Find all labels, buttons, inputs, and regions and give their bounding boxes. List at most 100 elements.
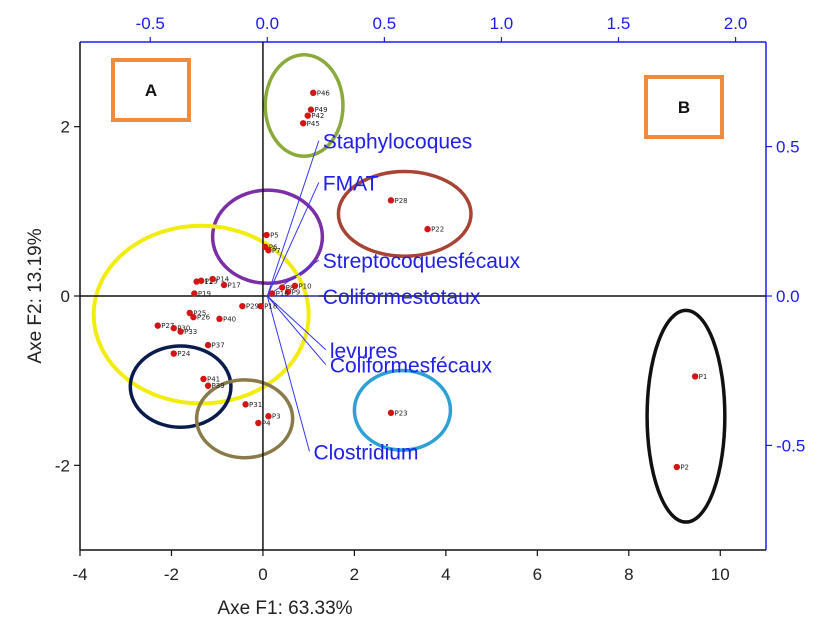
observation-point [200, 375, 207, 383]
observation-label: P22 [431, 226, 444, 234]
observation-point [255, 419, 262, 427]
observation-label: P26 [197, 314, 211, 322]
observation-point [216, 315, 223, 323]
group-ellipse-7 [352, 368, 453, 452]
observation-point [204, 382, 212, 389]
variable-vector-1 [266, 140, 320, 297]
observation-point [170, 350, 177, 357]
observation-point [265, 247, 272, 254]
group-ellipse-2 [210, 188, 325, 286]
x-tick-label: 10 [711, 565, 730, 584]
observation-label: P19 [198, 290, 211, 298]
group-ellipse-3 [336, 169, 473, 258]
observation-point [204, 341, 212, 349]
box-a-label: A [145, 81, 157, 100]
observation-point [239, 302, 246, 310]
observation-label: P33 [184, 328, 197, 336]
y-tick-label: 0 [61, 287, 70, 306]
observation-label: P31 [249, 401, 262, 409]
observation-label: P27 [161, 322, 174, 330]
top-tick-label: 1.0 [490, 14, 514, 33]
observation-point [170, 324, 177, 332]
observation-label: P49 [314, 106, 327, 114]
observation-point [209, 275, 216, 283]
variable-vector-3 [267, 259, 320, 297]
observation-label: P2 [680, 464, 689, 472]
observation-label: P37 [212, 342, 225, 350]
variable-label: levures [330, 340, 398, 363]
variable-vector-2 [266, 182, 320, 297]
top-tick-label: 2.0 [724, 14, 748, 33]
observation-label: P46 [317, 89, 331, 97]
observation-point [268, 290, 276, 297]
observation-label: P42 [311, 112, 324, 120]
observation-label: P8 [286, 284, 295, 292]
group-ellipse-1 [263, 52, 345, 159]
top-tick-label: 0.5 [373, 14, 397, 33]
observation-point [424, 225, 431, 233]
variable-label: Coliformesfécaux [330, 355, 493, 378]
observation-label: P24 [177, 350, 191, 358]
observation-label: P16 [276, 290, 290, 298]
observation-label: P1 [699, 373, 708, 381]
observation-label: P4 [262, 420, 271, 428]
observation-point [186, 309, 193, 317]
y-tick-label: -2 [55, 456, 70, 475]
observation-label: P25 [193, 309, 206, 317]
observation-point [284, 288, 292, 295]
x-tick-label: 8 [624, 565, 633, 584]
observation-point [263, 231, 270, 239]
group-ellipse-6 [194, 378, 295, 460]
variable-label: Clostridium [313, 441, 418, 464]
observation-point [257, 302, 264, 310]
observation-label: P17 [228, 281, 241, 289]
observation-label: P3 [272, 413, 281, 421]
top-tick-label: 1.5 [607, 14, 631, 33]
observation-point [197, 277, 205, 284]
observation-label: P7 [272, 247, 281, 255]
box-a [111, 58, 191, 122]
observation-label: P12 [200, 278, 213, 286]
x-axis-title: Axe F1: 63.33% [217, 598, 352, 619]
observation-point [190, 313, 197, 321]
x-tick-label: 2 [350, 565, 359, 584]
top-tick-label: 0.0 [255, 14, 279, 33]
y-tick-label: 2 [61, 118, 70, 137]
observation-point [278, 284, 286, 291]
right-tick-label: 0.0 [776, 287, 800, 306]
observation-label: P30 [177, 325, 190, 333]
observation-point [387, 409, 395, 417]
observation-point [291, 282, 299, 290]
observation-label: P41 [207, 375, 220, 383]
observation-label: P14 [216, 276, 230, 284]
x-tick-label: -2 [164, 565, 179, 584]
group-ellipse-5 [128, 344, 233, 429]
observation-label: P9 [292, 288, 301, 296]
observation-label: P39 [212, 382, 225, 390]
observation-point [387, 197, 395, 204]
x-tick-label: -4 [72, 565, 87, 584]
observation-label: P10 [298, 282, 311, 290]
observation-label: P5 [270, 232, 279, 240]
observation-point [307, 106, 315, 113]
observation-label: P28 [394, 197, 407, 205]
observation-label: P40 [223, 315, 236, 323]
observation-label: P6 [269, 243, 278, 251]
observation-point [299, 120, 307, 127]
observation-point [265, 413, 272, 420]
observation-point [304, 112, 311, 119]
x-tick-label: 6 [533, 565, 542, 584]
x-tick-label: 0 [258, 565, 267, 584]
right-tick-label: -0.5 [776, 436, 805, 455]
observation-point [310, 89, 317, 97]
observation-point [242, 401, 249, 408]
variable-label: Streptocoquesfécaux [323, 250, 521, 273]
observation-label: P29 [246, 303, 259, 311]
observation-point [191, 290, 198, 297]
variable-label: FMAT [323, 172, 379, 195]
box-b [644, 75, 724, 139]
observation-point [673, 463, 681, 471]
box-b-label: B [678, 98, 690, 117]
observation-label: P23 [394, 409, 407, 417]
